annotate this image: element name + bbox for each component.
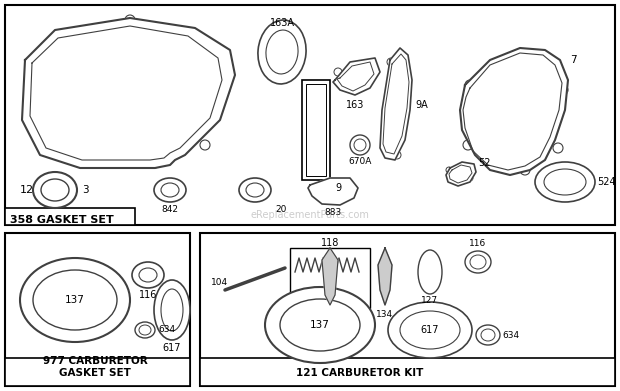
Text: 9: 9: [335, 183, 341, 193]
Text: 9A: 9A: [415, 100, 428, 110]
Text: 617: 617: [421, 325, 439, 335]
Text: 52: 52: [478, 158, 490, 168]
Polygon shape: [333, 58, 380, 95]
Text: 104: 104: [211, 278, 229, 287]
Ellipse shape: [280, 299, 360, 351]
Ellipse shape: [265, 287, 375, 363]
Ellipse shape: [239, 178, 271, 202]
Ellipse shape: [161, 289, 183, 331]
Ellipse shape: [388, 302, 472, 358]
Text: 121 CARBURETOR KIT: 121 CARBURETOR KIT: [296, 368, 423, 378]
Circle shape: [40, 42, 50, 52]
Ellipse shape: [418, 250, 442, 294]
Ellipse shape: [350, 135, 370, 155]
Circle shape: [368, 66, 376, 74]
Polygon shape: [22, 18, 235, 168]
Ellipse shape: [33, 172, 77, 208]
Ellipse shape: [139, 325, 151, 335]
Text: 137: 137: [65, 295, 85, 305]
Circle shape: [210, 55, 220, 65]
Bar: [200, 358, 615, 386]
Circle shape: [125, 15, 135, 25]
Polygon shape: [446, 162, 476, 186]
Text: 134: 134: [376, 310, 394, 319]
Ellipse shape: [535, 162, 595, 202]
Ellipse shape: [33, 270, 117, 330]
Text: 524: 524: [597, 177, 616, 187]
Bar: [200, 233, 615, 386]
Ellipse shape: [132, 262, 164, 288]
Ellipse shape: [139, 268, 157, 282]
Bar: [5, 5, 615, 225]
Bar: [302, 80, 330, 180]
Text: 20: 20: [275, 205, 286, 214]
Circle shape: [446, 167, 452, 173]
Text: eReplacementParts.com: eReplacementParts.com: [250, 210, 370, 221]
Text: 127: 127: [422, 296, 438, 305]
Ellipse shape: [135, 322, 155, 338]
Text: 116: 116: [469, 239, 487, 248]
Circle shape: [25, 115, 35, 125]
Ellipse shape: [470, 255, 486, 269]
Circle shape: [200, 140, 210, 150]
Ellipse shape: [481, 329, 495, 341]
Circle shape: [315, 183, 329, 197]
Text: 977 CARBURETOR
GASKET SET: 977 CARBURETOR GASKET SET: [43, 357, 148, 378]
Bar: [5, 358, 190, 386]
Text: 634: 634: [502, 330, 519, 339]
Circle shape: [150, 158, 160, 168]
Bar: [290, 248, 370, 308]
Circle shape: [334, 68, 342, 76]
Text: 670A: 670A: [348, 157, 371, 166]
Ellipse shape: [41, 179, 69, 201]
Ellipse shape: [544, 169, 586, 195]
Ellipse shape: [465, 251, 491, 273]
Ellipse shape: [20, 258, 130, 342]
Text: 116: 116: [139, 290, 157, 300]
Text: 3: 3: [82, 185, 89, 195]
Bar: [5, 233, 190, 386]
Polygon shape: [378, 248, 392, 305]
Ellipse shape: [354, 139, 366, 151]
Text: 163A: 163A: [270, 18, 294, 28]
Bar: [306, 84, 326, 176]
Circle shape: [463, 140, 473, 150]
Ellipse shape: [476, 325, 500, 345]
Circle shape: [535, 50, 545, 60]
Circle shape: [220, 85, 230, 95]
Polygon shape: [308, 178, 358, 205]
Ellipse shape: [154, 178, 186, 202]
Circle shape: [337, 183, 351, 197]
Text: 634: 634: [158, 325, 175, 334]
Text: 137: 137: [310, 320, 330, 330]
Text: 842: 842: [161, 205, 179, 214]
Ellipse shape: [258, 20, 306, 84]
Ellipse shape: [161, 183, 179, 197]
Ellipse shape: [246, 183, 264, 197]
Circle shape: [558, 85, 568, 95]
Bar: [5, 208, 135, 225]
Text: 118: 118: [321, 238, 339, 248]
Polygon shape: [460, 48, 568, 175]
Circle shape: [520, 165, 530, 175]
Circle shape: [465, 80, 475, 90]
Polygon shape: [322, 248, 338, 305]
Ellipse shape: [266, 30, 298, 74]
Ellipse shape: [400, 311, 460, 349]
Ellipse shape: [154, 280, 190, 340]
Text: 883: 883: [324, 208, 342, 217]
Text: 7: 7: [570, 55, 577, 65]
Circle shape: [553, 143, 563, 153]
Circle shape: [393, 151, 401, 159]
Circle shape: [403, 91, 411, 99]
Circle shape: [387, 58, 395, 66]
Circle shape: [467, 175, 473, 181]
Circle shape: [65, 153, 75, 163]
Polygon shape: [380, 48, 412, 160]
Text: 163: 163: [346, 100, 364, 110]
Text: 12: 12: [20, 185, 34, 195]
Text: 617: 617: [162, 343, 181, 353]
Text: 358 GASKET SET: 358 GASKET SET: [10, 215, 113, 225]
